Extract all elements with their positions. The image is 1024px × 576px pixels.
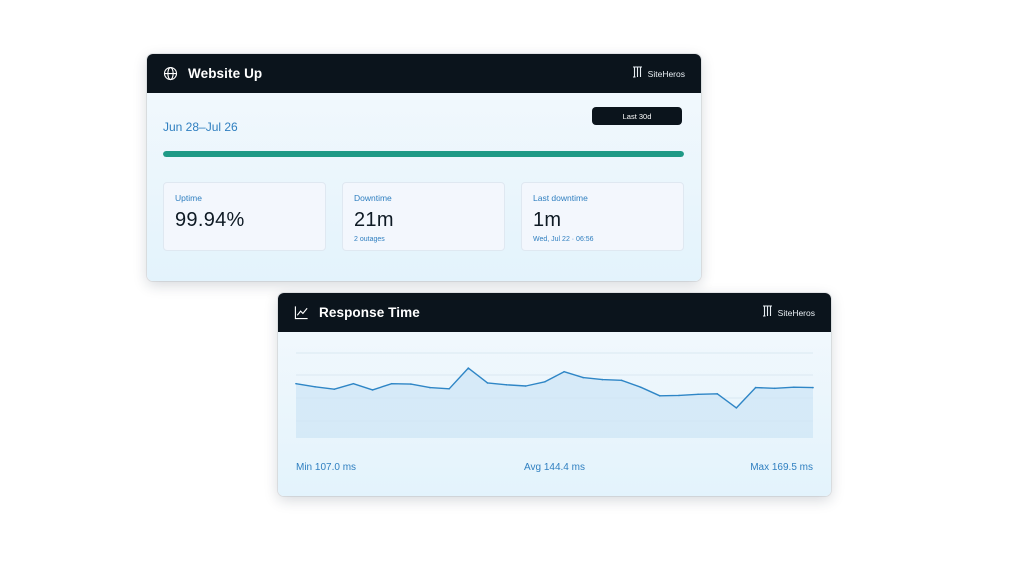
stat-last-downtime-sub: Wed, Jul 22 · 06:56 — [533, 236, 594, 243]
data-point-13 — [544, 380, 546, 383]
globe-icon — [163, 66, 178, 81]
line-chart-icon — [294, 305, 309, 320]
stat-downtime-value: 21m — [354, 209, 394, 231]
data-point-18 — [639, 386, 642, 389]
data-point-19 — [659, 395, 661, 397]
date-range: Jun 28–Jul 26 — [163, 120, 238, 134]
data-point-26 — [793, 386, 795, 388]
brand-name: SiteHeros — [647, 68, 685, 79]
min-label: Min 107.0 ms — [296, 462, 357, 473]
data-point-16 — [601, 378, 604, 381]
data-point-23 — [735, 407, 738, 409]
data-point-10 — [486, 382, 489, 384]
data-point-12 — [524, 385, 527, 387]
data-point-8 — [448, 387, 450, 390]
response-card-title: Response Time — [319, 305, 420, 320]
data-point-24 — [754, 386, 757, 389]
uptime-progress-fill — [163, 151, 684, 157]
uptime-card: Website Up SiteHeros Jun 28–Jul 26 Last … — [147, 54, 701, 281]
stat-downtime-label: Downtime — [354, 193, 392, 203]
data-point-15 — [582, 376, 585, 379]
brand-logo-icon — [632, 65, 643, 83]
avg-label: Avg 144.4 ms — [524, 462, 585, 473]
response-line — [295, 367, 814, 409]
data-point-1 — [314, 386, 316, 388]
data-point-0 — [295, 382, 297, 385]
stat-uptime-label: Uptime — [175, 193, 202, 203]
response-time-chart — [295, 352, 814, 438]
stat-uptime: Uptime 99.94% — [163, 182, 326, 251]
stat-last-downtime-value: 1m — [533, 209, 562, 231]
data-point-11 — [505, 384, 508, 386]
uptime-progress-bar — [163, 151, 684, 157]
stat-downtime-sub: 2 outages — [354, 236, 385, 243]
data-point-4 — [371, 389, 374, 391]
data-point-3 — [352, 382, 355, 385]
data-point-17 — [620, 379, 623, 382]
data-point-2 — [333, 388, 336, 390]
data-point-20 — [678, 394, 680, 397]
brand: SiteHeros — [762, 293, 815, 332]
last-30d-button[interactable]: Last 30d — [592, 107, 682, 125]
response-card-header: Response Time SiteHeros — [278, 293, 831, 332]
data-point-21 — [697, 393, 699, 396]
brand-logo-icon — [762, 304, 773, 322]
data-point-25 — [773, 387, 776, 390]
data-point-5 — [390, 382, 393, 385]
data-point-14 — [563, 370, 565, 373]
stat-last-downtime: Last downtime 1m Wed, Jul 22 · 06:56 — [521, 182, 684, 251]
uptime-card-header: Website Up SiteHeros — [147, 54, 701, 93]
data-point-9 — [467, 367, 470, 369]
brand-name: SiteHeros — [777, 307, 815, 318]
uptime-card-title: Website Up — [188, 66, 263, 81]
response-time-card: Response Time SiteHeros Min 107.0 ms Avg… — [278, 293, 831, 496]
response-area — [296, 368, 813, 438]
data-point-6 — [410, 383, 412, 385]
data-point-27 — [812, 386, 814, 389]
max-label: Max 169.5 ms — [750, 462, 813, 473]
stat-last-downtime-label: Last downtime — [533, 193, 588, 203]
data-point-22 — [716, 393, 719, 395]
brand: SiteHeros — [632, 54, 685, 93]
stat-downtime: Downtime 21m 2 outages — [342, 182, 505, 251]
data-point-7 — [429, 386, 431, 389]
stat-uptime-value: 99.94% — [175, 209, 245, 231]
